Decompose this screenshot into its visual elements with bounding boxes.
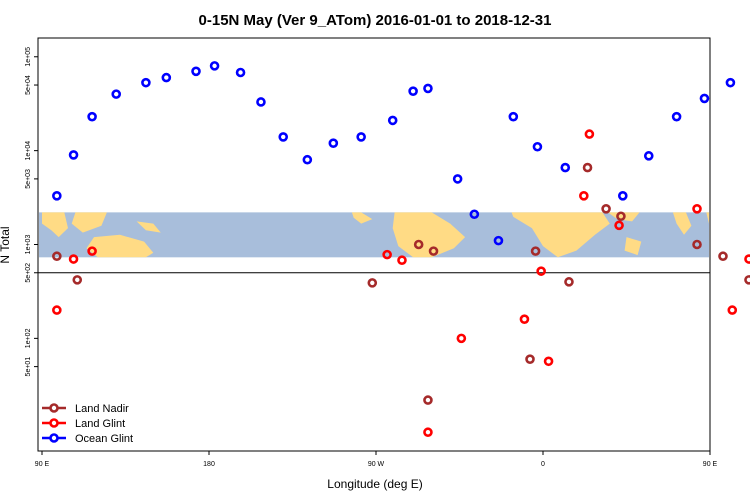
- ocean-glint-point: [209, 61, 220, 71]
- ocean-glint-point: [408, 86, 418, 96]
- land-nadir-point: [582, 162, 593, 173]
- land-nadir-point: [423, 395, 433, 405]
- ocean-glint-point: [508, 111, 519, 122]
- land-shape: [706, 212, 709, 238]
- land-nadir-point: [52, 251, 62, 262]
- land-glint-point: [579, 191, 589, 201]
- land-shape: [86, 234, 154, 258]
- x-tick-label: 0: [541, 461, 545, 468]
- land-nadir-point: [72, 275, 83, 285]
- world-map-band: [39, 212, 709, 258]
- land-glint-point: [68, 254, 79, 264]
- land-glint-point: [519, 314, 530, 325]
- x-tick-label: 90 E: [35, 461, 50, 468]
- land-nadir-point: [692, 239, 702, 250]
- y-tick-label: 1e+05: [25, 47, 32, 67]
- y-axis-ticks: 1e+05 5e+04 1e+04 5e+03 1e+03 5e+02 1e+02 5e+01: [25, 47, 38, 377]
- land-glint-legend-marker: [49, 418, 59, 428]
- ocean-glint-point: [532, 141, 543, 152]
- land-shape: [351, 212, 373, 224]
- x-axis-label: Longitude (deg E): [327, 477, 422, 491]
- land-nadir-legend-marker: [49, 403, 59, 413]
- y-axis-label: N Total: [0, 226, 12, 263]
- chart-title: 0-15N May (Ver 9_ATom) 2016-01-01 to 201…: [199, 12, 552, 29]
- ocean-glint-point: [235, 67, 246, 78]
- land-nadir-point: [601, 204, 611, 214]
- land-shape: [624, 237, 642, 256]
- x-tick-label: 180: [203, 461, 215, 468]
- land-glint-point: [614, 220, 624, 231]
- y-tick-label: 5e+02: [25, 263, 32, 283]
- x-axis-ticks: 90 E 180 90 W 0 90 E: [35, 451, 718, 468]
- land-nadir-point: [413, 239, 424, 250]
- land-glint-point: [87, 246, 97, 256]
- x-tick-label: 90 W: [368, 461, 385, 468]
- y-tick-label: 1e+03: [25, 235, 32, 255]
- ocean-glint-legend-marker: [49, 433, 59, 443]
- land-shape: [672, 212, 692, 235]
- x-tick-label: 90 E: [703, 461, 718, 468]
- land-glint-point: [52, 305, 62, 315]
- ocean-glint-point: [191, 66, 201, 77]
- ocean-glint-point: [256, 97, 266, 107]
- land-nadir-point: [428, 246, 439, 256]
- land-shape: [71, 212, 107, 233]
- ocean-glint-point: [560, 162, 571, 173]
- land-glint-point: [692, 204, 702, 214]
- ocean-glint-point: [302, 154, 313, 165]
- ocean-glint-point: [423, 83, 433, 94]
- land-nadir-point: [530, 246, 541, 256]
- land-glint-point: [727, 305, 738, 315]
- ocean-glint-point: [52, 191, 62, 201]
- ocean-glint-point: [643, 151, 654, 161]
- ocean-glint-legend-label: Ocean Glint: [75, 433, 133, 445]
- ocean-glint-point: [469, 209, 480, 220]
- ocean-glint-point: [87, 111, 97, 122]
- land-shape: [42, 212, 68, 238]
- land-glint-point: [744, 254, 750, 264]
- land-nadir-point: [718, 251, 728, 262]
- land-glint-point: [536, 266, 546, 276]
- y-tick-label: 5e+04: [25, 75, 32, 95]
- ocean-glint-point: [671, 111, 682, 122]
- ocean-glint-point: [328, 138, 339, 149]
- y-tick-label: 1e+04: [25, 141, 32, 161]
- ocean-glint-point: [68, 150, 79, 160]
- ocean-glint-point: [278, 132, 289, 142]
- land-nadir-legend-label: Land Nadir: [75, 403, 129, 415]
- land-nadir-point: [744, 275, 750, 285]
- land-shape: [511, 212, 610, 258]
- land-glint-point: [397, 255, 407, 266]
- land-shape: [136, 221, 161, 233]
- land-glint-point: [456, 333, 467, 344]
- ocean-glint-point: [356, 132, 366, 142]
- ocean-glint-point: [725, 77, 736, 88]
- land-shape: [392, 212, 466, 258]
- ocean-glint-point: [387, 115, 398, 126]
- ocean-glint-point: [161, 72, 172, 83]
- legend: Land Nadir Land Glint Ocean Glint: [42, 403, 133, 445]
- land-glint-legend-label: Land Glint: [75, 418, 125, 430]
- land-nadir-point: [616, 211, 626, 222]
- data-points: [52, 61, 750, 438]
- land-nadir-point: [564, 277, 574, 287]
- y-tick-label: 1e+02: [25, 328, 32, 348]
- land-glint-point: [423, 427, 433, 438]
- ocean-glint-point: [452, 174, 463, 184]
- ocean-glint-point: [699, 93, 710, 104]
- land-nadir-point: [525, 354, 535, 364]
- ocean-glint-point: [617, 191, 628, 201]
- land-glint-point: [382, 249, 392, 260]
- y-tick-label: 5e+03: [25, 169, 32, 189]
- ocean-glint-point: [141, 77, 151, 88]
- land-glint-point: [543, 356, 554, 367]
- ocean-glint-point: [111, 89, 122, 99]
- land-glint-point: [584, 129, 595, 139]
- ocean-glint-point: [493, 235, 504, 246]
- land-nadir-point: [367, 278, 378, 288]
- y-tick-label: 5e+01: [25, 357, 32, 377]
